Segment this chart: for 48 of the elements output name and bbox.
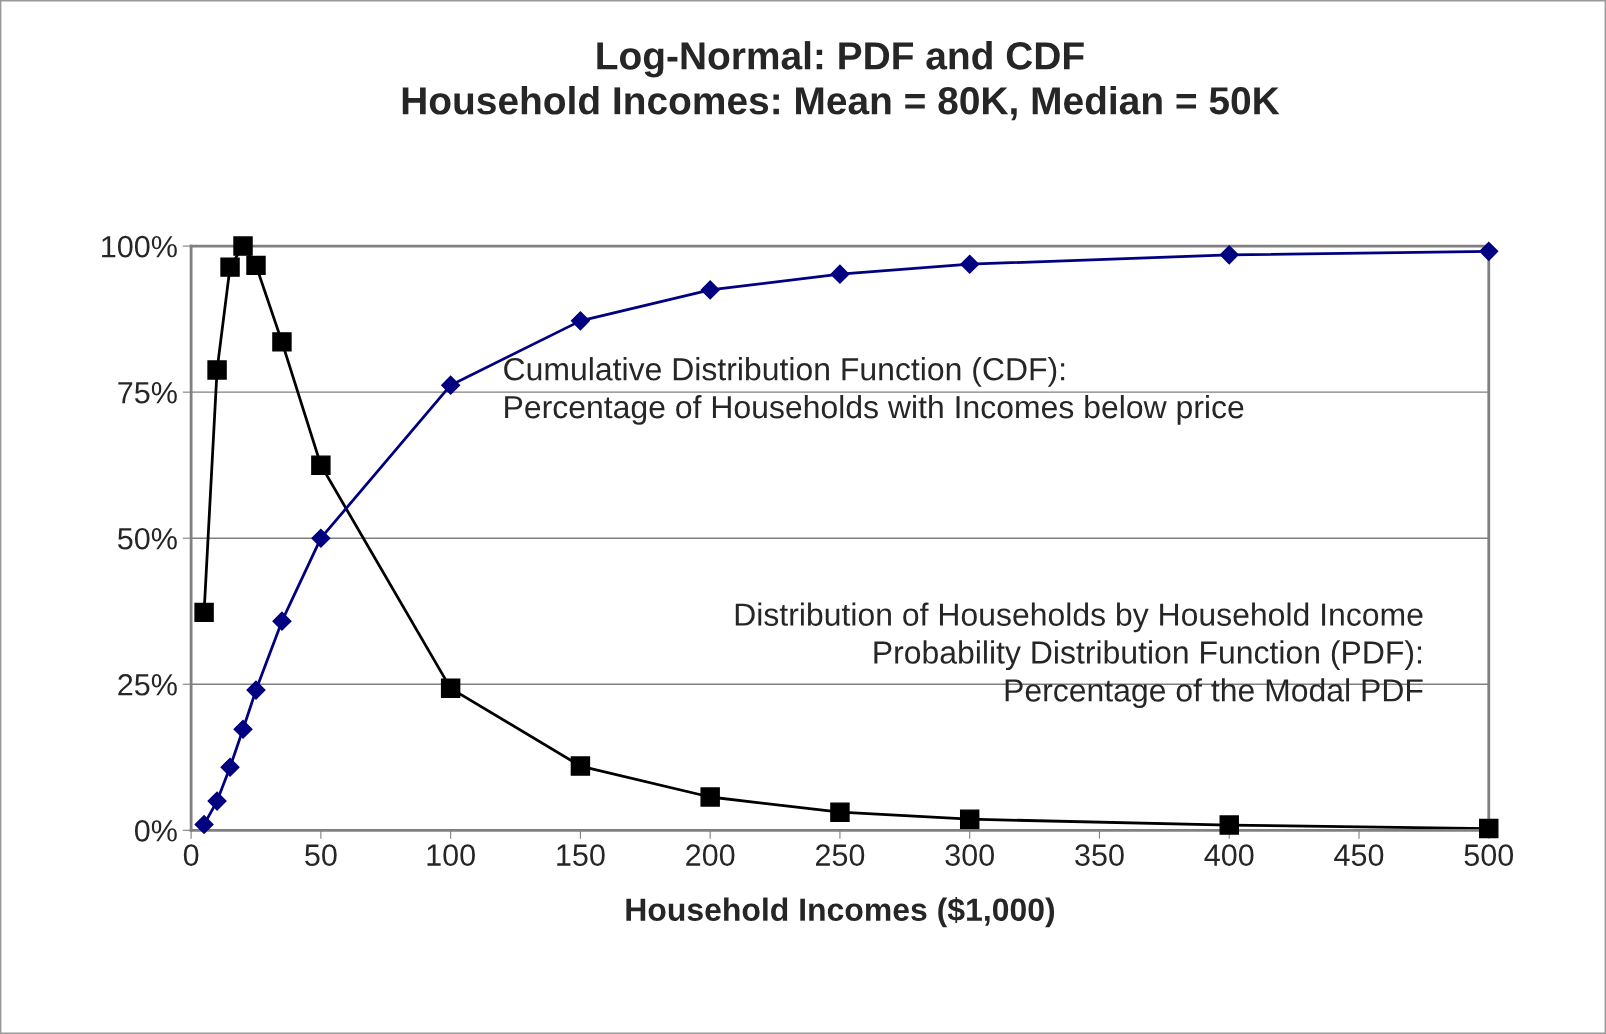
point (311, 455, 331, 475)
x-tick-label: 200 (686, 844, 735, 866)
annotation: Distribution of Households by Household Income Probability Distribution Function (PDF): Percentage of the Modal PDF (735, 602, 1423, 708)
x-tick-label: 400 (1204, 844, 1254, 866)
y-tick-label: 75% (118, 382, 177, 404)
point (194, 814, 214, 834)
x-tick-label: 300 (945, 844, 994, 866)
point (311, 528, 331, 548)
point (207, 360, 227, 380)
point (1479, 241, 1499, 261)
point (272, 332, 292, 352)
point (1479, 818, 1499, 839)
x-tick-label: 150 (557, 844, 605, 866)
point (959, 809, 980, 829)
point (830, 264, 850, 284)
point (220, 757, 240, 777)
point (1219, 815, 1239, 835)
point (960, 254, 980, 274)
x-axis-title: Household Incomes ($1,000) (626, 896, 1055, 928)
point (441, 375, 461, 395)
point (246, 680, 266, 700)
point (194, 602, 214, 623)
y-tick-label: 0% (134, 820, 177, 842)
point (570, 311, 590, 331)
y-tick-label: 100% (102, 235, 177, 258)
point (570, 756, 591, 776)
x-tick-label: 250 (815, 844, 865, 866)
point (246, 255, 266, 276)
point (233, 719, 253, 739)
point (272, 611, 292, 631)
chart-title: Log-Normal: PDF and CDF Household Incomes: Mean = 80K, Median = 50K (402, 41, 1280, 121)
x-tick-label: 350 (1075, 844, 1124, 866)
x-tick-label: 100 (427, 844, 475, 866)
point (440, 678, 461, 699)
point (700, 787, 720, 807)
x-tick-label: 50 (305, 844, 337, 866)
point (1219, 245, 1239, 265)
y-tick-label: 25% (118, 673, 177, 696)
point (220, 257, 240, 277)
point (830, 802, 850, 822)
point (233, 236, 253, 256)
annotation: Cumulative Distribution Function (CDF): Percentage of Households with Incomes below price (504, 357, 1244, 425)
point (700, 280, 720, 300)
point (207, 791, 227, 811)
x-tick-label: 500 (1464, 844, 1514, 866)
y-tick-label: 50% (117, 527, 177, 550)
x-tick-label: 450 (1334, 844, 1384, 866)
x-tick-label: 0 (183, 844, 199, 866)
